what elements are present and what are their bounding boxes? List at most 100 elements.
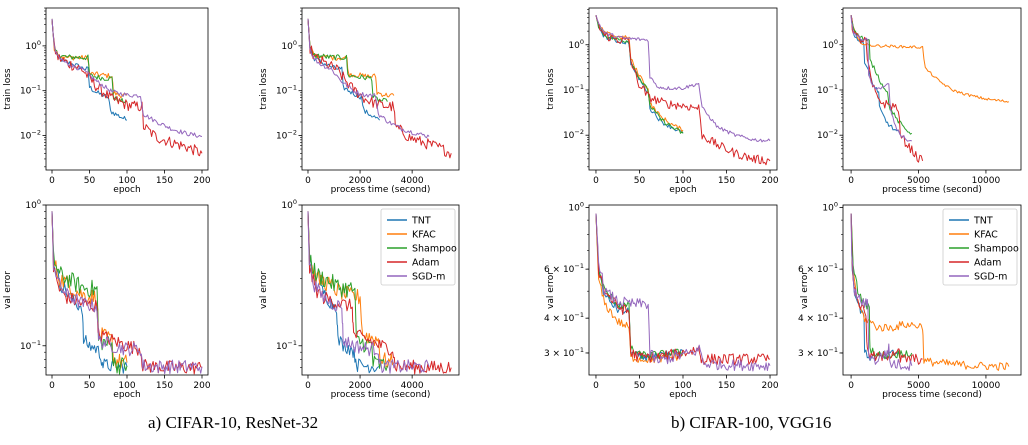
y-tick-label: 10−2 — [817, 128, 838, 141]
caption-right: b) CIFAR-100, VGG16 — [671, 413, 832, 432]
series-line-shampoo — [595, 213, 684, 360]
y-tick-label: 100 — [25, 198, 41, 211]
series-group — [51, 18, 203, 157]
x-tick-label: 100 — [118, 176, 135, 186]
legend-label-tnt: TNT — [411, 216, 431, 227]
series-line-adam — [51, 211, 203, 375]
y-tick-label: 10−1 — [817, 83, 838, 96]
y-axis-label: val error — [800, 271, 810, 309]
y-tick-label: 100 — [281, 198, 297, 211]
series-line-kfac — [307, 18, 395, 98]
x-tick-label: 100 — [674, 176, 691, 186]
x-tick-label: 0 — [305, 381, 311, 391]
legend-box — [942, 208, 1018, 286]
x-tick-label: 5000 — [907, 381, 930, 391]
x-tick-label: 200 — [761, 176, 778, 186]
y-tick-label: 10−2 — [20, 129, 41, 142]
x-tick-label: 50 — [84, 176, 96, 186]
x-tick-label: 0 — [848, 176, 854, 186]
x-axis-label: process time (second) — [331, 390, 431, 400]
y-tick-label: 10−1 — [276, 339, 297, 352]
x-tick-label: 200 — [193, 381, 210, 391]
axes-frame — [842, 204, 1022, 376]
series-line-kfac — [595, 15, 684, 133]
x-tick-label: 5000 — [907, 176, 930, 186]
x-tick-label: 50 — [634, 381, 646, 391]
x-axis-label: epoch — [669, 390, 696, 400]
x-tick-label: 0 — [848, 381, 854, 391]
axes-frame — [45, 7, 209, 171]
x-tick-label: 150 — [718, 381, 735, 391]
x-tick-label: 10000 — [972, 176, 1001, 186]
x-tick-label: 2000 — [349, 381, 372, 391]
axes-frame — [842, 7, 1022, 171]
y-axis-label: train loss — [800, 68, 810, 110]
legend: TNT KFAC Shampoo Adam SGD-m — [942, 208, 1019, 286]
series-line-shampoo — [307, 18, 388, 102]
series-line-sgd-m — [51, 211, 203, 375]
legend-label-adam: Adam — [412, 258, 439, 269]
series-line-adam — [51, 18, 203, 157]
x-tick-label: 0 — [593, 381, 599, 391]
series-line-sgd-m — [850, 213, 913, 371]
x-tick-label: 4000 — [401, 381, 424, 391]
x-tick-label: 150 — [156, 381, 173, 391]
series-line-tnt — [850, 213, 900, 361]
x-axis-label: epoch — [113, 185, 140, 195]
y-tick-label: 6 × 10−1 — [798, 262, 838, 275]
caption-left: a) CIFAR-10, ResNet-32 — [148, 413, 319, 432]
axes-frame — [301, 7, 460, 171]
y-tick-label: 100 — [25, 39, 41, 52]
x-tick-label: 0 — [593, 176, 599, 186]
series-group — [595, 213, 771, 372]
series-line-adam — [595, 213, 771, 366]
series-line-sgd-m — [307, 211, 430, 374]
series-line-tnt — [595, 213, 684, 362]
series-group — [595, 15, 771, 166]
series-group — [850, 213, 1010, 371]
legend-label-adam: Adam — [974, 258, 1001, 269]
legend-label-shampoo: Shampoo — [974, 244, 1019, 255]
legend-box — [380, 208, 456, 286]
x-axis-label: process time (second) — [331, 185, 431, 195]
y-axis-label: val error — [259, 271, 269, 309]
y-axis-label: train loss — [3, 68, 13, 110]
series-line-sgd-m — [51, 18, 203, 138]
axes-frame — [301, 204, 460, 376]
series-line-adam — [850, 15, 924, 163]
x-tick-label: 150 — [718, 176, 735, 186]
x-tick-label: 200 — [761, 381, 778, 391]
x-tick-label: 50 — [84, 381, 96, 391]
y-tick-label: 10−1 — [276, 84, 297, 97]
series-line-sgd-m — [595, 213, 771, 372]
legend-label-shampoo: Shampoo — [412, 244, 457, 255]
y-tick-label: 10−1 — [563, 83, 584, 96]
y-tick-label: 3 × 10−1 — [544, 346, 584, 359]
legend: TNT KFAC Shampoo Adam SGD-m — [380, 208, 457, 286]
series-line-kfac — [595, 213, 684, 364]
series-group — [307, 211, 452, 375]
y-tick-label: 4 × 10−1 — [798, 311, 838, 324]
x-tick-label: 100 — [674, 381, 691, 391]
x-tick-label: 200 — [193, 176, 210, 186]
series-line-kfac — [850, 15, 1010, 103]
x-tick-label: 150 — [156, 176, 173, 186]
x-tick-label: 0 — [305, 176, 311, 186]
x-tick-label: 0 — [49, 381, 55, 391]
y-tick-label: 10−2 — [276, 129, 297, 142]
x-axis-label: epoch — [669, 185, 696, 195]
y-tick-label: 10−1 — [20, 339, 41, 352]
y-axis-label: val error — [3, 271, 13, 309]
series-line-shampoo — [850, 213, 913, 360]
legend-label-tnt: TNT — [973, 216, 993, 227]
x-axis-label: epoch — [113, 390, 140, 400]
x-tick-label: 50 — [634, 176, 646, 186]
y-axis-label: train loss — [259, 68, 269, 110]
